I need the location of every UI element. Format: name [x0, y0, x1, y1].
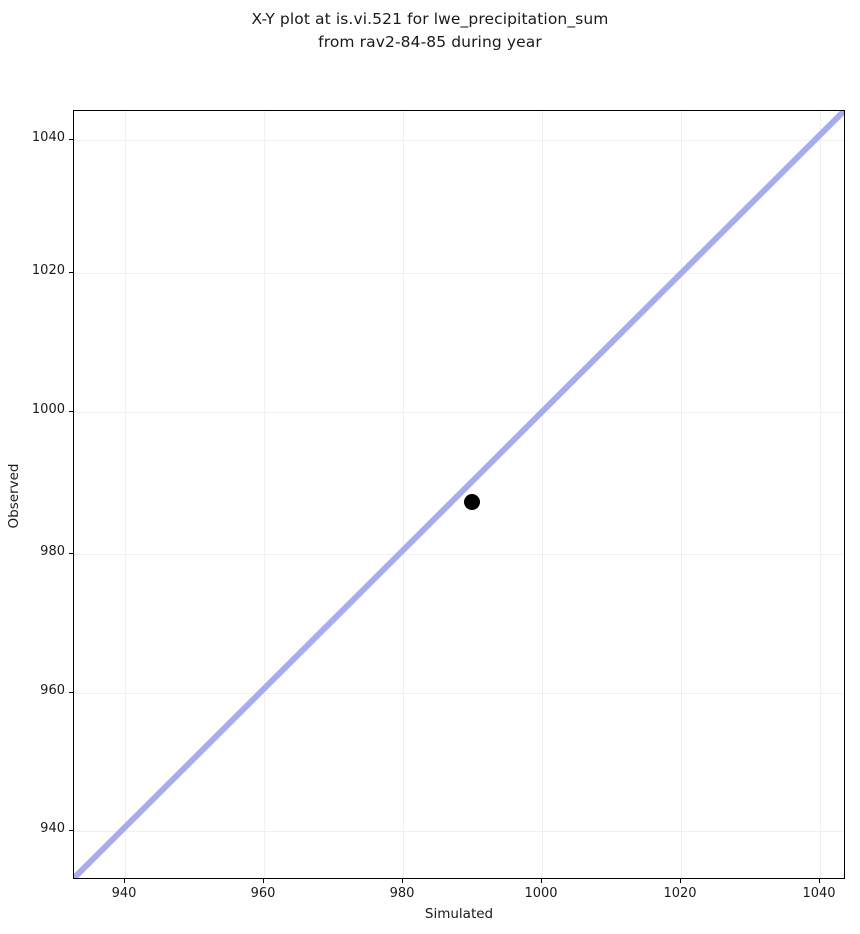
tick-y-960	[69, 692, 73, 693]
ticklabel-y-3: 1000	[31, 402, 65, 417]
gridline-y-1040	[74, 140, 844, 141]
tick-x-1040	[819, 879, 820, 883]
tick-x-960	[263, 879, 264, 883]
gridline-x-960	[264, 111, 265, 878]
ticklabel-y-4: 1020	[31, 263, 65, 278]
ticklabel-x-3: 1000	[524, 886, 558, 901]
gridline-y-980	[74, 554, 844, 555]
gridline-y-1000	[74, 412, 844, 413]
ticklabel-y-0: 940	[40, 821, 65, 836]
gridline-x-1020	[681, 111, 682, 878]
gridline-y-960	[74, 693, 844, 694]
gridline-y-1020	[74, 273, 844, 274]
ticklabel-y-5: 1040	[31, 130, 65, 145]
tick-y-1000	[69, 411, 73, 412]
ticklabel-x-1: 960	[250, 886, 276, 901]
ticklabel-y-2: 980	[40, 544, 65, 559]
tick-y-980	[69, 553, 73, 554]
tick-y-1020	[69, 272, 73, 273]
tick-x-980	[402, 879, 403, 883]
gridline-x-1040	[820, 111, 821, 878]
plot-area[interactable]	[73, 110, 845, 879]
tick-y-1040	[69, 139, 73, 140]
gridline-x-1000	[542, 111, 543, 878]
gridline-x-980	[403, 111, 404, 878]
ticklabel-y-1: 960	[40, 683, 65, 698]
ticklabel-x-4: 1020	[663, 886, 697, 901]
identity-line	[74, 111, 844, 878]
ticklabel-x-2: 980	[389, 886, 415, 901]
tick-x-1000	[541, 879, 542, 883]
data-point[interactable]	[464, 494, 480, 510]
gridline-x-940	[125, 111, 126, 878]
x-axis-label: Simulated	[424, 906, 494, 922]
chart-title: X-Y plot at is.vi.521 for lwe_precipitat…	[251, 10, 609, 51]
y-axis-label: Observed	[6, 463, 22, 529]
tick-x-1020	[680, 879, 681, 883]
tick-y-940	[69, 830, 73, 831]
ticklabel-x-0: 940	[111, 886, 137, 901]
tick-x-940	[124, 879, 125, 883]
ticklabel-x-5: 1040	[802, 886, 836, 901]
gridline-y-940	[74, 831, 844, 832]
